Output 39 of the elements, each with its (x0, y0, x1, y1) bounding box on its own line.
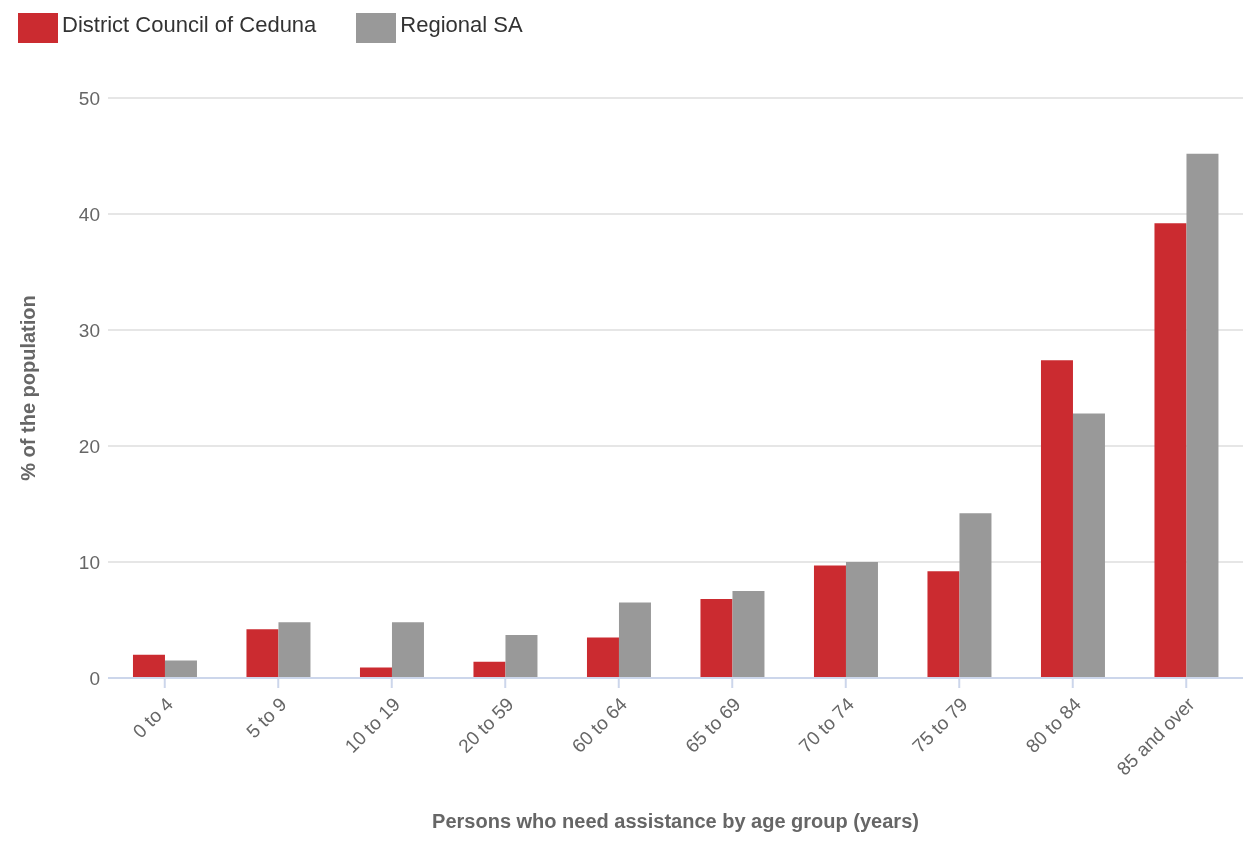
x-tick-label: 80 to 84 (1021, 693, 1086, 757)
legend-label: District Council of Ceduna (62, 12, 317, 38)
x-axis-title: Persons who need assistance by age group (years) (432, 810, 919, 832)
bar (1186, 153, 1219, 678)
x-tick-label: 0 to 4 (128, 693, 178, 742)
y-tick-label: 10 (78, 551, 100, 573)
bar (278, 622, 311, 678)
y-tick-label: 0 (89, 667, 100, 689)
x-tick-label: 75 to 79 (908, 693, 972, 757)
bar (164, 660, 197, 678)
y-tick-label: 30 (78, 319, 100, 341)
bar (732, 591, 765, 678)
bar (959, 513, 992, 678)
bar (1072, 413, 1105, 678)
bar (618, 602, 651, 678)
x-tick-label: 20 to 59 (454, 693, 518, 757)
bar (845, 562, 878, 678)
bar (391, 622, 424, 678)
x-tick-label: 10 to 19 (340, 693, 405, 757)
x-tick-label: 60 to 64 (567, 693, 632, 757)
y-tick-label: 20 (78, 435, 100, 457)
bar (1040, 360, 1073, 678)
y-axis-title: % of the population (17, 295, 40, 481)
y-tick-label: 50 (78, 87, 100, 109)
bar (700, 599, 733, 678)
bar (473, 661, 506, 678)
y-tick-label: 40 (78, 203, 100, 225)
legend-label: Regional SA (400, 12, 523, 38)
x-tick-label: 70 to 74 (794, 693, 859, 757)
bar (1154, 223, 1187, 678)
bar (505, 635, 538, 678)
bar (813, 565, 846, 678)
x-tick-label: 85 and over (1112, 693, 1200, 780)
x-tick-label: 65 to 69 (681, 693, 745, 757)
bar (246, 629, 279, 678)
bar (132, 654, 165, 678)
bar (927, 571, 960, 678)
bar (586, 637, 619, 678)
x-tick-label: 5 to 9 (242, 693, 291, 742)
